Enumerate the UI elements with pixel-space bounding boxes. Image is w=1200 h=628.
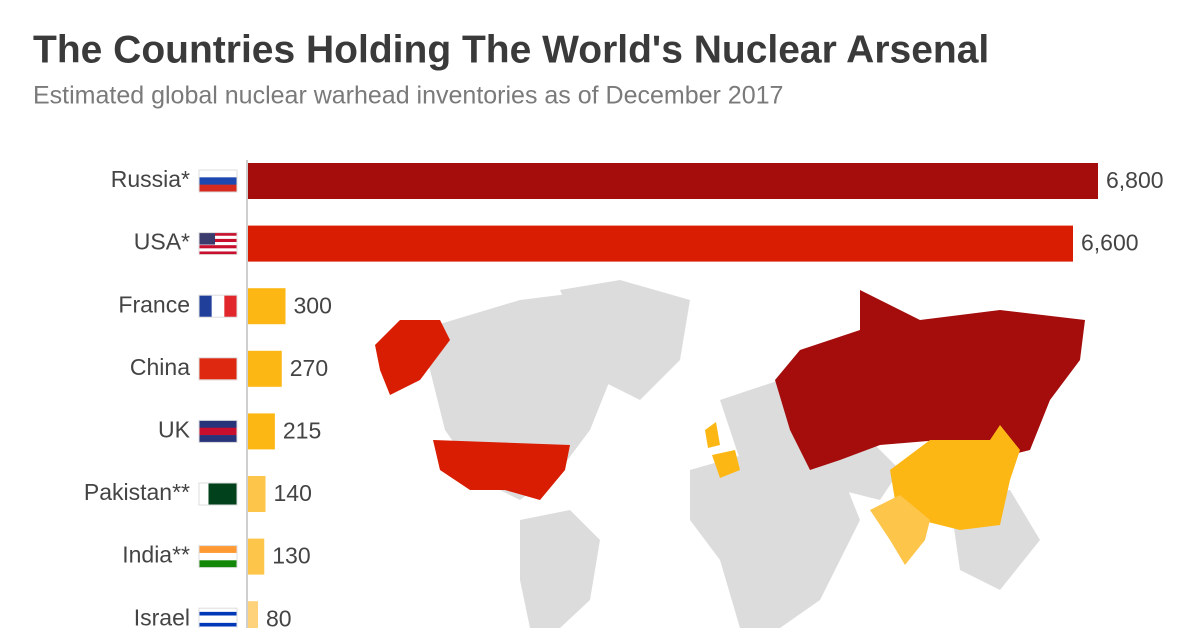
category-label: Israel <box>134 604 190 628</box>
flag-border <box>198 482 238 506</box>
chart-subtitle: Estimated global nuclear warhead invento… <box>33 82 783 110</box>
category-label: Russia* <box>111 166 190 192</box>
bar <box>248 163 1098 199</box>
value-label: 6,800 <box>1106 167 1164 193</box>
map-usa <box>433 440 570 500</box>
bar <box>248 601 258 628</box>
category-label: Pakistan** <box>84 479 190 505</box>
flag-part <box>199 238 237 243</box>
flag-part <box>199 552 237 561</box>
chart-title: The Countries Holding The World's Nuclea… <box>33 28 989 71</box>
flag-border <box>198 545 238 569</box>
flag-part <box>199 608 237 613</box>
flag-part <box>199 177 237 185</box>
value-label: 270 <box>290 355 328 381</box>
flag-part <box>199 242 237 246</box>
flag-border <box>198 232 238 256</box>
flag-part <box>199 427 237 436</box>
flag-part <box>199 170 237 178</box>
map-france <box>712 450 740 478</box>
flag-border <box>198 607 238 628</box>
flag-part <box>199 611 237 616</box>
map-uk <box>705 422 720 448</box>
map-alaska <box>375 320 450 395</box>
map-india <box>870 495 930 565</box>
flag-part <box>199 245 237 249</box>
flag-part <box>208 483 219 505</box>
world-map <box>375 280 1085 628</box>
flag-border <box>198 169 238 193</box>
flag-part <box>199 232 215 245</box>
flag-part <box>199 251 237 255</box>
bar <box>248 288 286 325</box>
flag-part <box>199 235 237 240</box>
flag-part <box>224 295 238 318</box>
category-label: France <box>118 291 190 317</box>
flag-part <box>199 483 209 505</box>
category-label: China <box>130 354 190 380</box>
flag-part <box>199 619 237 624</box>
flag-part <box>199 420 237 429</box>
flag-part <box>199 232 237 237</box>
category-label: UK <box>158 416 191 442</box>
map-china <box>890 425 1020 530</box>
flag-part <box>199 435 237 443</box>
bar <box>248 413 275 450</box>
flag-part <box>227 483 238 505</box>
value-label: 300 <box>294 292 332 318</box>
flag-part <box>199 295 212 318</box>
flag-part <box>199 560 237 568</box>
category-label: USA* <box>134 229 190 255</box>
value-label: 6,600 <box>1081 230 1139 256</box>
map-russia <box>775 290 1085 470</box>
flag-part <box>211 295 225 318</box>
flag-part <box>199 622 237 627</box>
flag-part <box>199 184 237 193</box>
value-label: 215 <box>283 417 321 443</box>
bar <box>248 538 265 575</box>
flag-part <box>218 483 228 505</box>
flag-border <box>198 357 238 381</box>
flag-part <box>199 248 237 252</box>
bar <box>248 350 282 387</box>
map-land <box>560 280 690 400</box>
map-land <box>520 510 600 628</box>
map-land <box>690 450 860 628</box>
flag-border <box>198 419 238 443</box>
flag-part <box>199 357 237 381</box>
bar <box>248 476 266 512</box>
flag-part <box>199 545 237 554</box>
bar <box>248 225 1073 262</box>
category-label: India** <box>122 542 190 568</box>
flag-part <box>199 615 237 620</box>
flag-border <box>198 294 238 318</box>
flag-part <box>199 626 237 628</box>
value-label: 130 <box>272 543 310 569</box>
value-label: 80 <box>266 605 292 628</box>
value-label: 140 <box>274 480 312 506</box>
